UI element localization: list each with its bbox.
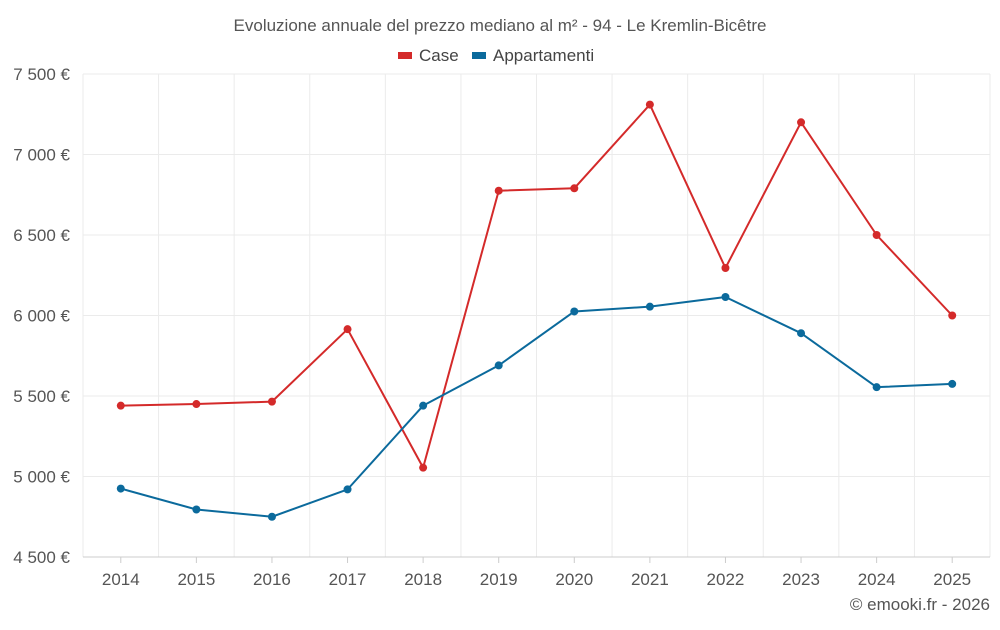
data-point-case[interactable] (343, 325, 352, 334)
data-point-case[interactable] (645, 100, 654, 109)
data-point-case[interactable] (721, 264, 730, 273)
legend-swatch-appartamenti (472, 52, 486, 59)
x-tick-label: 2022 (707, 570, 745, 589)
x-tick-label: 2024 (858, 570, 896, 589)
x-tick-label: 2016 (253, 570, 291, 589)
legend: Case Appartamenti (398, 46, 594, 65)
data-point-case[interactable] (419, 463, 428, 472)
y-tick-label: 7 500 € (13, 65, 70, 84)
data-point-case[interactable] (797, 118, 806, 127)
data-point-appartamenti[interactable] (494, 361, 503, 370)
credit-text: © emooki.fr - 2026 (850, 595, 990, 614)
y-tick-label: 6 000 € (13, 307, 70, 326)
data-point-appartamenti[interactable] (797, 329, 806, 338)
x-tick-label: 2014 (102, 570, 140, 589)
data-point-case[interactable] (948, 311, 957, 320)
chart-title: Evoluzione annuale del prezzo mediano al… (234, 16, 767, 35)
legend-label-appartamenti: Appartamenti (493, 46, 594, 65)
y-tick-label: 5 500 € (13, 387, 70, 406)
legend-swatch-case (398, 52, 412, 59)
x-tick-label: 2018 (404, 570, 442, 589)
data-point-appartamenti[interactable] (419, 401, 428, 410)
series (116, 100, 957, 521)
legend-item-case[interactable]: Case (398, 46, 459, 65)
y-tick-label: 6 500 € (13, 226, 70, 245)
data-point-appartamenti[interactable] (192, 505, 201, 514)
x-tick-label: 2015 (177, 570, 215, 589)
x-tick-label: 2020 (555, 570, 593, 589)
data-point-appartamenti[interactable] (343, 485, 352, 494)
x-tick-label: 2023 (782, 570, 820, 589)
data-point-appartamenti[interactable] (645, 302, 654, 311)
legend-label-case: Case (419, 46, 459, 65)
x-tick-label: 2025 (933, 570, 971, 589)
data-point-appartamenti[interactable] (721, 292, 730, 301)
x-tick-label: 2021 (631, 570, 669, 589)
series-line-case[interactable] (120, 103, 953, 469)
axes: 4 500 € 5 000 € 5 500 € 6 000 € 6 500 € 7 000… (13, 65, 990, 589)
data-point-appartamenti[interactable] (872, 383, 881, 392)
data-point-case[interactable] (872, 231, 881, 239)
y-tick-label: 7 000 € (13, 146, 70, 165)
data-point-appartamenti[interactable] (116, 484, 125, 493)
data-point-case[interactable] (116, 401, 125, 410)
series-line-appartamenti[interactable] (120, 295, 953, 518)
y-tick-label: 4 500 € (13, 548, 70, 567)
data-point-case[interactable] (192, 400, 201, 409)
grid (82, 73, 991, 558)
y-tick-label: 5 000 € (13, 468, 70, 487)
data-point-appartamenti[interactable] (570, 307, 579, 316)
data-point-case[interactable] (267, 397, 276, 406)
legend-item-appartamenti[interactable]: Appartamenti (472, 46, 594, 65)
data-point-case[interactable] (570, 184, 579, 193)
data-point-appartamenti[interactable] (948, 379, 957, 388)
data-point-appartamenti[interactable] (267, 512, 276, 521)
data-point-case[interactable] (494, 186, 503, 195)
x-tick-label: 2019 (480, 570, 518, 589)
x-tick-label: 2017 (329, 570, 367, 589)
